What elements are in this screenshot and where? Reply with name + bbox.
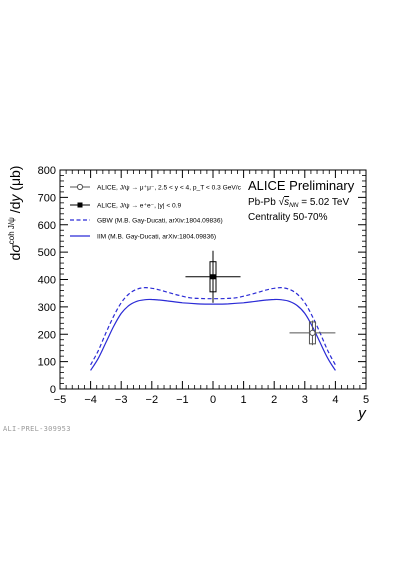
x-tick-label: 0 [210, 394, 216, 406]
x-tick-label: 3 [302, 394, 308, 406]
iim-curve [90, 298, 336, 371]
x-tick-label: −2 [146, 394, 159, 406]
legend-label: IIM (M.B. Gay-Ducati, arXiv:1804.09836) [97, 234, 216, 241]
y-tick-label: 500 [38, 247, 56, 259]
marker-circle [309, 329, 316, 336]
x-tick-label: −4 [84, 394, 97, 406]
tick-labels: −5 −4 −3 −2 −1 0 1 2 3 4 5 0 100 200 300 400 500 600 700 80… [38, 165, 369, 406]
x-tick-label: 5 [363, 394, 369, 406]
legend-circle-marker [76, 183, 84, 191]
legend-square-marker [77, 202, 83, 208]
y-tick-label: 400 [38, 275, 56, 287]
y-axis-label: dσcoh J/ψ /dy (μb) [7, 166, 23, 261]
y-tick-label: 200 [38, 329, 56, 341]
legend-entry: IIM (M.B. Gay-Ducati, arXiv:1804.09836) [70, 234, 216, 241]
centrality-label: Centrality 50-70% [248, 212, 328, 223]
y-tick-label: 100 [38, 357, 56, 369]
legend-label: GBW (M.B. Gay-Ducati, arXiv:1804.09836) [97, 218, 223, 225]
x-axis-label: y [357, 405, 367, 422]
legend-label: ALICE, J/ψ → e⁺e⁻, |y| < 0.9 [97, 203, 182, 210]
chart-title: ALICE Preliminary [248, 178, 355, 193]
preliminary-id: ALI-PREL-309953 [3, 425, 71, 433]
collision-system-label: Pb-Pb √sNN = 5.02 TeV [248, 196, 349, 209]
data-point [185, 250, 241, 303]
y-tick-label: 800 [38, 165, 56, 177]
model-curves [90, 287, 336, 371]
legend-entry: ALICE, J/ψ → μ⁺μ⁻, 2.5 < y < 4, p_T < 0.… [70, 183, 242, 192]
x-tick-label: −1 [176, 394, 189, 406]
data-points [185, 250, 336, 346]
legend-label: ALICE, J/ψ → μ⁺μ⁻, 2.5 < y < 4, p_T < 0.… [97, 185, 242, 192]
data-point [289, 320, 336, 346]
x-tick-label: −3 [115, 394, 128, 406]
x-tick-label: 2 [271, 394, 277, 406]
x-tick-label: −5 [54, 394, 67, 406]
syst-error-box [209, 261, 217, 293]
x-tick-label: 1 [241, 394, 247, 406]
y-tick-label: 0 [50, 384, 56, 396]
y-tick-label: 700 [38, 192, 56, 204]
svg-text:dσcoh J/ψ /dy (μb): dσcoh J/ψ /dy (μb) [7, 166, 23, 261]
y-tick-label: 600 [38, 220, 56, 232]
legend-entry: ALICE, J/ψ → e⁺e⁻, |y| < 0.9 [70, 202, 182, 210]
y-tick-label: 300 [38, 302, 56, 314]
legend: ALICE, J/ψ → μ⁺μ⁻, 2.5 < y < 4, p_T < 0.… [70, 183, 242, 241]
marker-square [210, 274, 216, 280]
svg-text:Pb-Pb √sNN = 5.02 TeV: Pb-Pb √sNN = 5.02 TeV [248, 196, 349, 209]
x-tick-label: 4 [332, 394, 338, 406]
legend-entry: GBW (M.B. Gay-Ducati, arXiv:1804.09836) [70, 218, 223, 225]
axis-ticks [59, 169, 367, 390]
